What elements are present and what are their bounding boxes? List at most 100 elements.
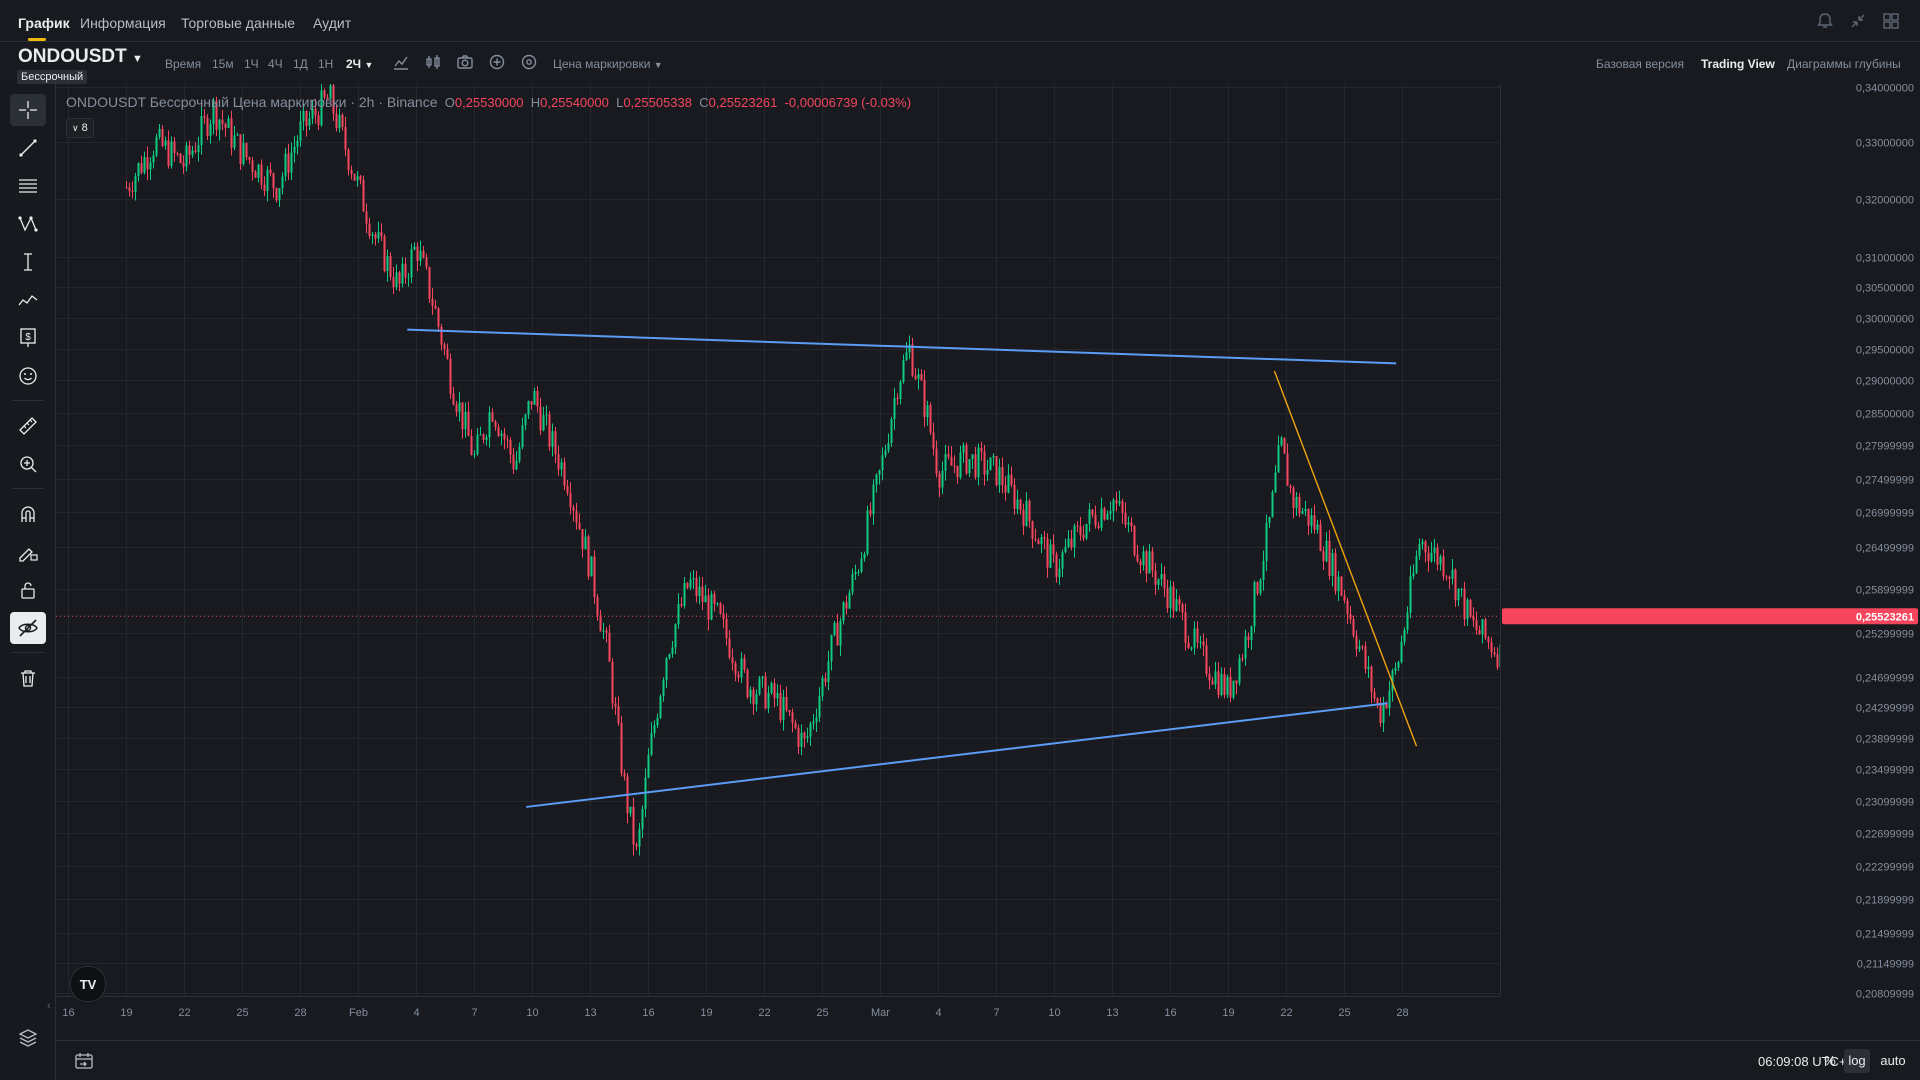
candle-body: [701, 586, 704, 603]
candle-body: [485, 437, 488, 440]
price-tick-label: 0,27499999: [1856, 475, 1914, 487]
price-axis[interactable]: 0,34000000 0,33000000 0,32000000 0,31000000…: [1500, 84, 1920, 1040]
candle-body: [929, 404, 932, 433]
candle-body: [920, 373, 923, 381]
percent-scale-button[interactable]: %: [1824, 1053, 1836, 1068]
delete-drawings-tool[interactable]: [10, 662, 46, 694]
candle-body: [848, 592, 851, 609]
candle-body: [326, 97, 329, 99]
candle-body: [995, 456, 998, 486]
candle-body: [320, 90, 323, 126]
candle-body: [587, 536, 590, 577]
emoji-tool[interactable]: [10, 360, 46, 392]
projection-tool[interactable]: [10, 246, 46, 278]
time-label[interactable]: Время: [165, 57, 202, 71]
candle-body: [563, 462, 566, 486]
legend-change: -0,00006739 (-0.03%): [784, 95, 912, 110]
ruler-tool[interactable]: [10, 410, 46, 442]
price-tick-label: 0,22299999: [1856, 862, 1914, 874]
trendline-tool[interactable]: [10, 132, 46, 164]
candle-body: [242, 143, 245, 164]
candle-body: [833, 622, 836, 636]
settings-icon[interactable]: [520, 53, 538, 71]
fib-tool[interactable]: [10, 170, 46, 202]
price-label-tool[interactable]: $: [10, 322, 46, 354]
candle-body: [479, 434, 482, 436]
candle-body: [1145, 551, 1148, 574]
price-tick-label: 0,31000000: [1856, 253, 1914, 265]
object-tree-tool[interactable]: [10, 1022, 46, 1054]
indicators-icon[interactable]: [424, 53, 442, 71]
candle-body: [1085, 523, 1088, 539]
price-tick-label: 0,24699999: [1856, 673, 1914, 685]
view-depth[interactable]: Диаграммы глубины: [1787, 57, 1901, 71]
candle-body: [1271, 491, 1274, 517]
candle-body: [128, 187, 131, 192]
symbol-selector[interactable]: ONDOUSDT ▼: [18, 46, 143, 68]
bell-icon[interactable]: [1816, 12, 1834, 30]
svg-text:$: $: [25, 332, 31, 343]
tab-info[interactable]: Информация: [80, 15, 166, 31]
view-tradingview[interactable]: Trading View: [1701, 57, 1775, 71]
interval-15m[interactable]: 15м: [212, 57, 234, 71]
tab-audit[interactable]: Аудит: [313, 15, 352, 31]
candle-body: [755, 694, 758, 705]
candle-body: [896, 397, 899, 400]
candle-body: [824, 678, 827, 683]
chart-type-icon[interactable]: [392, 53, 410, 71]
interval-1h[interactable]: 1Ч: [244, 57, 259, 71]
layers-icon: [18, 1029, 38, 1047]
view-basic[interactable]: Базовая версия: [1596, 57, 1684, 71]
legend-close-label: C: [699, 95, 709, 110]
brush-tool[interactable]: [10, 284, 46, 316]
candle-body: [746, 669, 749, 698]
add-icon[interactable]: [488, 53, 506, 71]
magnet-tool[interactable]: [10, 498, 46, 530]
candle-body: [809, 723, 812, 737]
time-tick-label: 22: [758, 1007, 770, 1019]
time-tick-label: 13: [1106, 1007, 1118, 1019]
pencil-lock-icon: [19, 548, 38, 562]
candle-body: [632, 806, 635, 845]
collapse-toolbar-icon[interactable]: ‹: [47, 1000, 51, 1012]
lock-icon: [21, 582, 35, 599]
time-tick-label: 19: [120, 1007, 132, 1019]
candle-body: [533, 391, 536, 405]
candle-body: [152, 155, 155, 163]
candle-body: [1454, 569, 1457, 601]
camera-icon[interactable]: [456, 53, 474, 71]
tab-chart[interactable]: График: [18, 15, 70, 31]
auto-scale-button[interactable]: auto: [1880, 1053, 1906, 1068]
goto-date-icon[interactable]: [74, 1051, 94, 1071]
clock[interactable]: 06:09:08 UTC+2: [1758, 1054, 1854, 1069]
lock-tool[interactable]: [10, 574, 46, 606]
time-axis[interactable]: 16 19 22 25 28 Feb 4 7 10 13 16 19 22 25 Mar 4 7 10 13 16 19…: [56, 996, 1920, 1021]
candle-body: [860, 558, 863, 572]
layout-grid-icon[interactable]: [1882, 12, 1900, 30]
crosshair-tool[interactable]: [10, 94, 46, 126]
hide-drawings-tool[interactable]: [10, 612, 46, 644]
candle-body: [641, 808, 644, 830]
chart-legend: ONDOUSDT Бессрочный Цена маркировки · 2h…: [66, 94, 911, 110]
log-scale-button[interactable]: log: [1844, 1049, 1870, 1073]
tradingview-logo[interactable]: TV: [70, 966, 106, 1002]
collapse-icon[interactable]: [1849, 12, 1867, 30]
candle-body: [398, 272, 401, 284]
candle-body: [668, 654, 671, 659]
interval-1w[interactable]: 1Н: [318, 57, 334, 71]
candle-body: [266, 169, 269, 192]
interval-2h[interactable]: 2Ч ▼: [346, 57, 373, 71]
candle-body: [1148, 551, 1151, 574]
candle-body: [161, 128, 164, 146]
interval-1d[interactable]: 1Д: [293, 57, 308, 71]
zoom-tool[interactable]: [10, 448, 46, 480]
price-chart[interactable]: 0,34000000 0,33000000 0,32000000 0,31000000…: [56, 84, 1920, 1040]
candle-body: [185, 145, 188, 167]
interval-4h[interactable]: 4Ч: [268, 57, 283, 71]
price-source-select[interactable]: Цена маркировки ▼: [553, 57, 663, 71]
indicators-toggle[interactable]: ∨ 8: [66, 118, 94, 138]
pattern-tool[interactable]: [10, 208, 46, 240]
candle-body: [686, 582, 689, 588]
tab-trading-data[interactable]: Торговые данные: [181, 15, 296, 31]
stay-drawing-tool[interactable]: [10, 536, 46, 568]
